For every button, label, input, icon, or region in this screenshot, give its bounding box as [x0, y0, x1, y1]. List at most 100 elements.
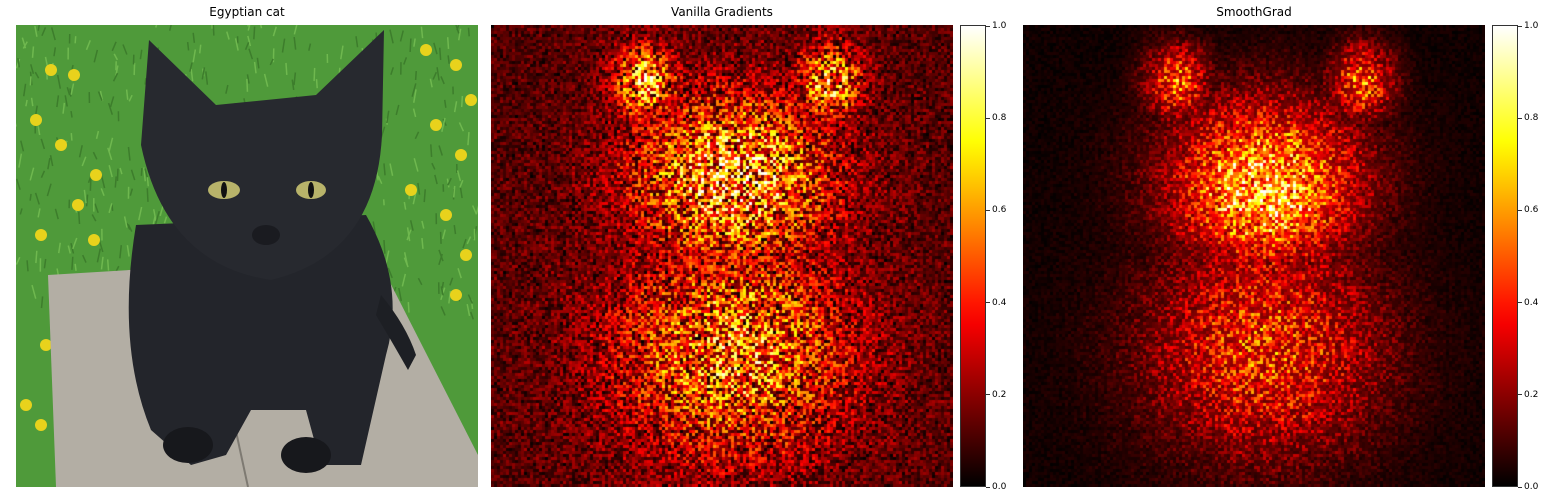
colorbar-tick-label: 0.4 — [992, 297, 1007, 308]
grass-blade — [253, 26, 256, 40]
grass-blade — [127, 146, 131, 161]
grass-blade — [253, 61, 257, 74]
grass-blade — [85, 40, 91, 51]
grass-blade — [412, 108, 417, 118]
grass-blade — [119, 167, 123, 175]
grass-blade — [406, 229, 412, 241]
grass-blade — [433, 42, 438, 55]
grass-blade — [100, 175, 106, 189]
grass-blade — [67, 245, 72, 254]
grass-blade — [456, 170, 462, 182]
cat-right-pupil — [308, 182, 314, 198]
colorbar-tick-label: 0.8 — [1524, 113, 1539, 124]
grass-blade — [247, 35, 252, 47]
grass-blade — [456, 25, 460, 31]
grass-blade — [440, 286, 444, 296]
grass-blade — [108, 164, 113, 178]
grass-blade — [72, 237, 78, 250]
grass-blade — [128, 94, 133, 102]
grass-blade — [417, 182, 421, 195]
grass-blade — [74, 36, 77, 44]
grass-blade — [144, 78, 147, 85]
yellow-flowers — [20, 44, 477, 431]
grass-blade — [212, 25, 215, 36]
grass-blade — [443, 99, 447, 108]
flower — [90, 169, 102, 181]
grass-blade — [205, 71, 209, 85]
grass-blade — [466, 304, 471, 317]
smoothgrad-colorbar — [1492, 25, 1518, 487]
grass-blade — [475, 205, 478, 215]
flower — [30, 114, 42, 126]
grass-blade — [260, 25, 263, 29]
grass-blade — [18, 153, 23, 168]
grass-blade — [168, 25, 172, 31]
grass-blade — [291, 79, 295, 91]
grass-blade — [155, 25, 158, 28]
grass-blade — [470, 311, 474, 320]
grass-blade — [293, 72, 297, 86]
grass-blade — [163, 216, 168, 224]
grass-blade — [100, 188, 105, 197]
grass-blade — [17, 58, 21, 68]
grass-blade — [154, 210, 160, 225]
flower — [45, 64, 57, 76]
grass-blade — [119, 245, 123, 259]
grass-blade — [447, 177, 452, 186]
grass-blade — [403, 57, 408, 65]
grass-blade — [383, 239, 386, 254]
grass-blade — [40, 170, 46, 179]
flower — [450, 59, 462, 71]
grass-blade — [390, 67, 394, 75]
grass-blade — [449, 277, 454, 286]
grass-blade — [143, 167, 147, 182]
grass-blade — [190, 68, 194, 82]
grass-blade — [414, 71, 417, 81]
grass-blade — [467, 294, 474, 304]
grass-blade — [50, 27, 56, 41]
grass-blade — [109, 96, 115, 108]
grass-blade — [108, 203, 113, 214]
grass-blade — [246, 74, 250, 84]
grass-blade — [269, 58, 274, 66]
grass-blade — [377, 175, 383, 185]
flower — [455, 149, 467, 161]
grass-blade — [413, 89, 417, 103]
grass-blade — [189, 62, 193, 72]
panel-title-image: Egyptian cat — [209, 5, 285, 19]
grass-blade — [114, 176, 117, 188]
grass-blade — [423, 189, 426, 203]
grass-blade — [431, 162, 436, 170]
grass-blade — [20, 140, 25, 152]
flower — [55, 139, 67, 151]
grass-blade — [112, 72, 119, 82]
cat-image-panel — [16, 25, 478, 487]
grass-blade — [81, 156, 87, 167]
grass-blade — [407, 301, 410, 313]
colorbar-tick-label: 0.6 — [992, 205, 1007, 216]
grass-blade — [16, 178, 21, 190]
flower — [405, 184, 417, 196]
grass-blade — [455, 25, 460, 34]
grass-blade — [107, 147, 113, 161]
grass-blade — [313, 67, 316, 82]
grass-blade — [401, 273, 407, 287]
colorbar-tick-mark — [986, 209, 990, 211]
grass-blade — [452, 185, 456, 198]
grass-blade — [37, 25, 40, 31]
colorbar-tick-mark — [1518, 209, 1522, 211]
colorbar-tick-label: 1.0 — [992, 21, 1007, 31]
grass-blade — [459, 179, 464, 188]
grass-blade — [386, 110, 390, 124]
grass-blade — [78, 145, 83, 158]
colorbar-tick-label: 0.2 — [1524, 389, 1539, 400]
grass-blade — [247, 25, 251, 31]
cat-left-pupil — [221, 182, 227, 198]
grass-blade — [448, 290, 452, 304]
flower — [440, 209, 452, 221]
colorbar-tick-mark — [986, 302, 990, 304]
grass-blade — [152, 209, 157, 221]
smoothgrad-heatmap — [1023, 25, 1485, 487]
colorbar-tick-mark — [1518, 486, 1522, 488]
grass-blade — [138, 206, 143, 221]
